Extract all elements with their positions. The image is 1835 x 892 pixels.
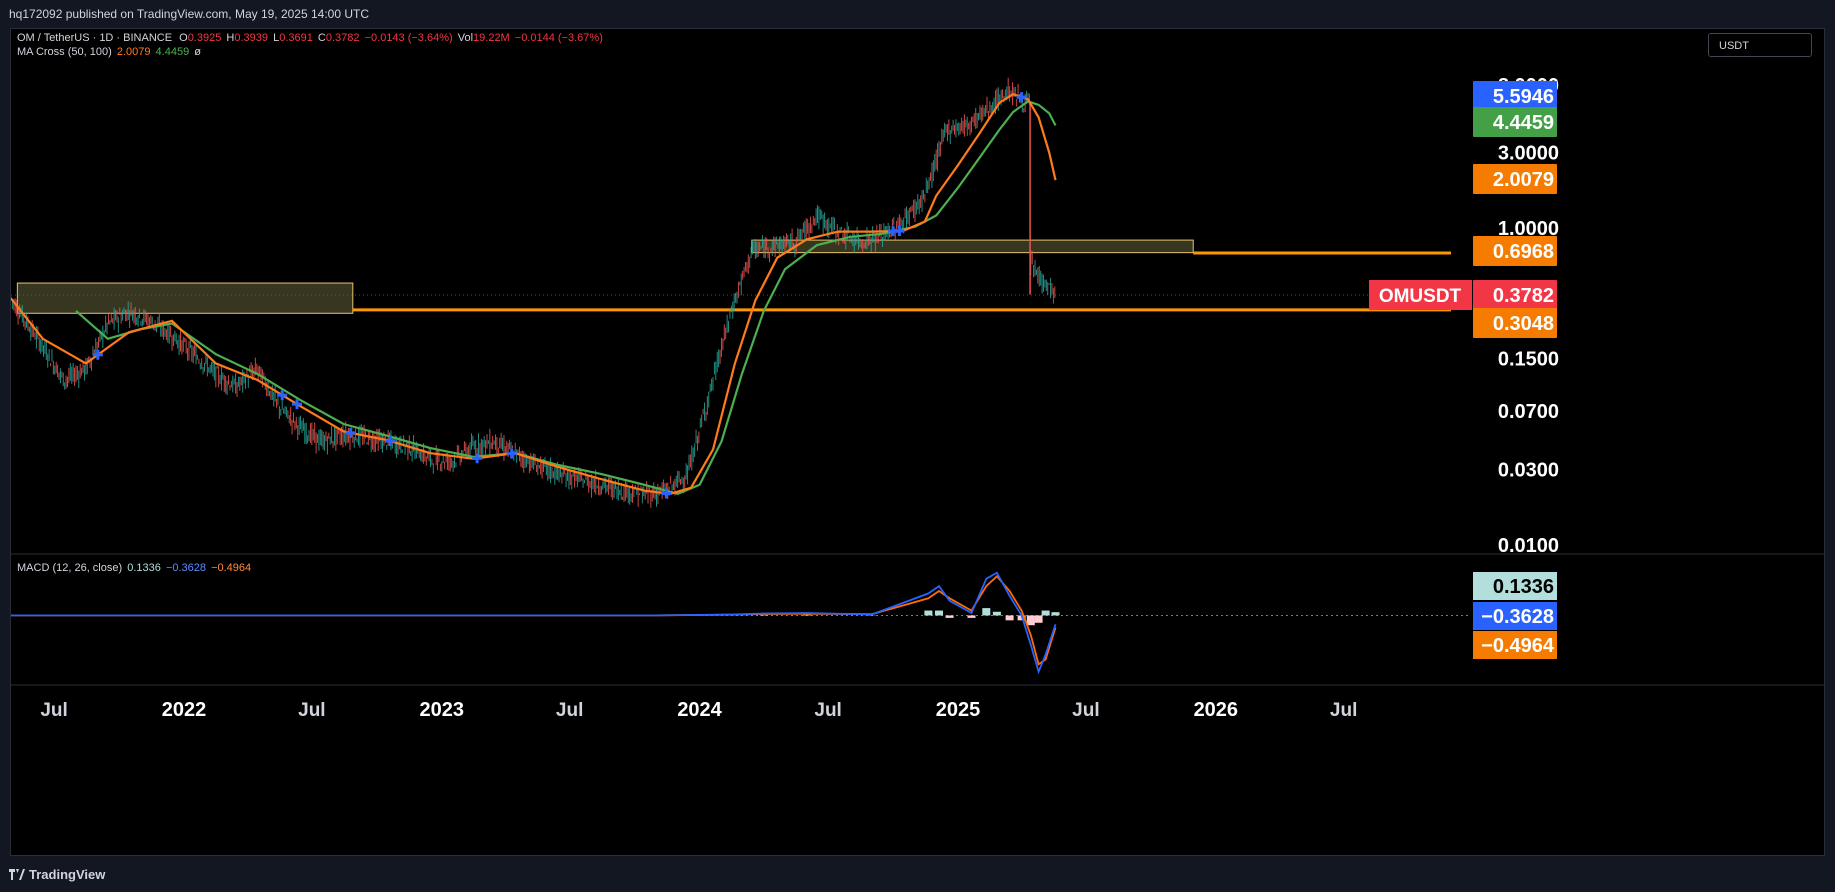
- macd-value-tag-label: 0.1336: [1493, 576, 1554, 598]
- ma-cross-title: MA Cross (50, 100): [17, 46, 112, 58]
- symbol-tag-label: OMUSDT: [1379, 286, 1462, 307]
- macd-hist-value: 0.1336: [127, 562, 161, 574]
- macd-value-tag: [1473, 602, 1557, 630]
- price-axis-tick-label: 0.0100: [1498, 535, 1559, 557]
- macd-title: MACD (12, 26, close): [17, 562, 123, 574]
- tradingview-logo[interactable]: TradingView: [9, 867, 105, 882]
- price-chart-svg[interactable]: 8.00003.00001.00000.15000.07000.03000.01…: [11, 29, 1825, 856]
- macd-histogram-bar: [967, 615, 976, 618]
- price-tag: [1473, 236, 1557, 266]
- macd-signal-value: −0.4964: [211, 562, 252, 574]
- open-label: O: [179, 32, 188, 44]
- macd-histogram-bar: [992, 611, 1001, 616]
- price-axis-tick-label: 1.0000: [1498, 218, 1559, 240]
- ma-cross-marker: [92, 349, 103, 360]
- symbol-title: OM / TetherUS · 1D · BINANCE: [17, 32, 173, 44]
- price-tag-label: 4.4459: [1493, 112, 1554, 134]
- currency-selector[interactable]: USDT: [1708, 33, 1812, 57]
- price-tag: [1473, 164, 1557, 194]
- macd-signal-line: [11, 575, 1057, 666]
- supply-zone-box: [751, 239, 1194, 254]
- time-axis-tick-label: Jul: [814, 700, 841, 721]
- ma-cross-marker: [661, 488, 672, 499]
- time-axis-tick-label: 2026: [1194, 699, 1239, 721]
- price-tag: [1473, 280, 1557, 310]
- footer-bar: TradingView: [0, 858, 1835, 892]
- ma-cross-marker: [292, 399, 303, 410]
- macd-histogram-bar: [1034, 615, 1043, 623]
- macd-value-tag: [1473, 572, 1557, 600]
- published-by-text: hq172092 published on TradingView.com, M…: [9, 7, 370, 21]
- low-label: L: [273, 32, 280, 44]
- time-axis-tick-label: Jul: [1072, 700, 1099, 721]
- price-tag-label: 5.5946: [1493, 86, 1554, 108]
- vol-change-value: −0.0144 (−3.67%): [514, 32, 603, 44]
- macd-histogram-bar: [1041, 610, 1050, 616]
- time-axis-tick-label: 2023: [420, 699, 465, 721]
- close-value: 0.3782: [325, 32, 360, 44]
- time-axis-tick-label: Jul: [298, 700, 325, 721]
- ma-visibility-icon[interactable]: ø: [194, 46, 201, 58]
- macd-histogram-bar: [1005, 615, 1014, 621]
- time-axis-tick-label: 2022: [162, 699, 207, 721]
- tradingview-logo-icon: [9, 869, 25, 880]
- macd-histogram-bar: [982, 608, 991, 616]
- price-tag: [1473, 107, 1557, 137]
- ma-50-line: [11, 92, 1057, 496]
- high-value: 0.3939: [234, 32, 269, 44]
- supply-zone-box: [16, 282, 354, 314]
- ma-cross-marker: [1016, 92, 1027, 103]
- ma-cross-marker: [345, 427, 356, 438]
- price-tag-label: 2.0079: [1493, 169, 1554, 191]
- ma-slow-value: 4.4459: [155, 46, 190, 58]
- macd-histogram-bar: [934, 610, 943, 616]
- macd-value-tag: [1473, 631, 1557, 659]
- macd-histogram-bar: [802, 614, 811, 616]
- chart-area[interactable]: 8.00003.00001.00000.15000.07000.03000.01…: [10, 28, 1825, 856]
- ma-cross-marker: [894, 225, 905, 236]
- price-axis-tick-label: 0.1500: [1498, 349, 1559, 371]
- publish-bar: hq172092 published on TradingView.com, M…: [0, 0, 1835, 28]
- time-axis-tick-label: Jul: [40, 700, 67, 721]
- price-axis-tick-label: 0.0300: [1498, 459, 1559, 481]
- macd-histogram-bar: [1026, 615, 1035, 626]
- price-tag-label: 0.6968: [1493, 241, 1554, 263]
- macd-value-tag-label: −0.4964: [1481, 635, 1555, 657]
- ma-100-line: [75, 100, 1057, 496]
- macd-histogram-bar: [1051, 612, 1060, 616]
- macd-legend: MACD (12, 26, close) 0.1336 −0.3628 −0.4…: [17, 562, 253, 574]
- change-value: −0.0143 (−3.64%): [364, 32, 453, 44]
- ma-cross-legend: MA Cross (50, 100) 2.0079 4.4459 ø: [17, 46, 203, 58]
- price-axis-tick-label: 0.0700: [1498, 401, 1559, 423]
- price-tag-label: 0.3782: [1493, 285, 1554, 307]
- macd-line: [11, 571, 1057, 675]
- high-label: H: [226, 32, 235, 44]
- time-axis-tick-label: Jul: [1330, 700, 1357, 721]
- price-axis-tick-label: 3.0000: [1498, 142, 1559, 164]
- macd-histogram-bar: [924, 610, 933, 616]
- price-tag-label: 0.3048: [1493, 313, 1554, 335]
- ma-cross-marker: [506, 448, 517, 459]
- tradingview-brand-text: TradingView: [29, 867, 106, 882]
- close-label: C: [317, 32, 326, 44]
- price-tag: [1473, 81, 1557, 111]
- vol-value: 19.22M: [473, 32, 510, 44]
- time-axis-tick-label: 2025: [936, 699, 981, 721]
- vol-label: Vol: [457, 32, 474, 44]
- open-value: 0.3925: [187, 32, 222, 44]
- ma-fast-value: 2.0079: [116, 46, 151, 58]
- symbol-legend: OM / TetherUS · 1D · BINANCE O0.3925 H0.…: [17, 32, 605, 44]
- time-axis-tick-label: Jul: [556, 700, 583, 721]
- macd-histogram-bar: [945, 615, 954, 618]
- time-axis-tick-label: 2024: [677, 699, 722, 721]
- price-tag: [1473, 308, 1557, 338]
- macd-line-value: −0.3628: [165, 562, 207, 574]
- ma-cross-marker: [385, 436, 396, 447]
- symbol-tag: [1369, 280, 1472, 310]
- macd-value-tag-label: −0.3628: [1481, 606, 1554, 628]
- low-value: 0.3691: [279, 32, 313, 44]
- ma-cross-marker: [277, 390, 288, 401]
- ma-cross-marker: [472, 453, 483, 464]
